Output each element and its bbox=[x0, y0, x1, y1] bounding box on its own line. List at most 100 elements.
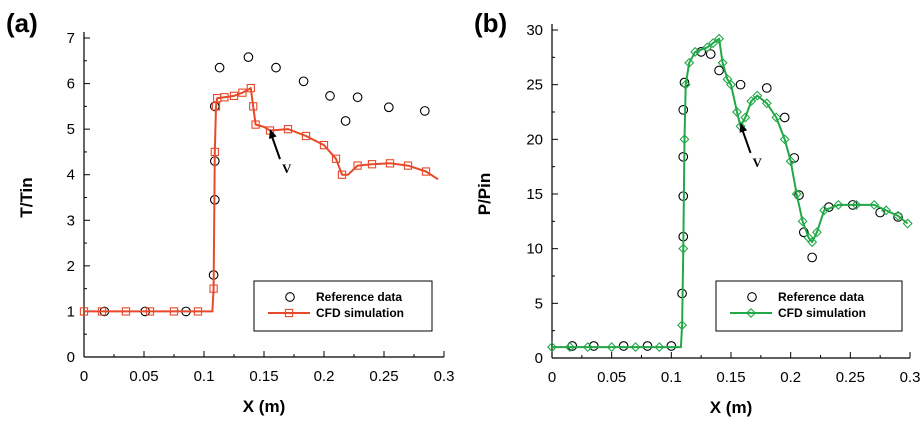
annotation-label: V bbox=[282, 161, 292, 176]
cfd-simulation-point bbox=[791, 189, 802, 199]
reference-data-point bbox=[419, 106, 430, 116]
x-tick-label: 0.15 bbox=[716, 369, 745, 386]
cfd-simulation-point bbox=[353, 161, 362, 170]
reference-data-point bbox=[666, 341, 677, 351]
cfd-simulation-point bbox=[582, 342, 593, 353]
cfd-simulation-point bbox=[251, 120, 260, 129]
cfd-simulation-point bbox=[220, 93, 229, 102]
cfd-simulation-point bbox=[79, 307, 89, 316]
cfd-simulation-point bbox=[726, 79, 736, 90]
cfd-simulation-point bbox=[331, 154, 341, 163]
cfd-simulation-point bbox=[869, 199, 880, 210]
reference-data-point bbox=[642, 341, 653, 351]
annotation-arrow: V bbox=[269, 129, 292, 176]
reference-data-point bbox=[271, 62, 281, 73]
x-tick-label: 0.1 bbox=[661, 369, 682, 386]
x-tick-label: 0.25 bbox=[836, 369, 865, 386]
reference-data-point bbox=[714, 65, 724, 76]
x-tick-label: 0.05 bbox=[129, 368, 158, 385]
reference-data-point bbox=[678, 104, 689, 115]
cfd-simulation-point bbox=[654, 342, 665, 353]
cfd-simulation-point bbox=[211, 102, 221, 111]
x-tick-label: 0.3 bbox=[900, 369, 921, 386]
x-tick-label: 0 bbox=[80, 368, 88, 385]
y-tick-label: 15 bbox=[526, 186, 543, 203]
reference-data-point bbox=[794, 190, 804, 200]
cfd-simulation-point bbox=[881, 205, 892, 216]
reference-data-point bbox=[807, 252, 817, 263]
arrow-head bbox=[739, 122, 748, 133]
cfd-simulation-point bbox=[606, 342, 617, 353]
y-tick-label: 0 bbox=[535, 350, 543, 367]
cfd-simulation-point bbox=[238, 88, 247, 97]
y-tick-label: 20 bbox=[526, 131, 543, 148]
cfd-simulation-point bbox=[385, 159, 395, 168]
cfd-simulation-point bbox=[679, 134, 690, 145]
x-tick-label: 0.1 bbox=[194, 368, 215, 385]
chart-panel-b: (b) 0 0.05 0.1 0.15 0.2 0.25 0.3 0 5 10 15 20 25 30 X (… bbox=[474, 8, 920, 417]
reference-data-point bbox=[798, 227, 809, 238]
cfd-simulation-point bbox=[209, 284, 218, 293]
cfd-simulation-series bbox=[79, 83, 439, 316]
y-axis-title: P/Pin bbox=[475, 173, 494, 216]
cfd-simulation-point bbox=[771, 112, 782, 123]
annotation-arrow: V bbox=[739, 122, 763, 170]
reference-data-point bbox=[214, 62, 225, 73]
cfd-simulation-point bbox=[761, 98, 772, 109]
arrow-head bbox=[269, 129, 277, 139]
cfd-simulation-point bbox=[893, 210, 904, 221]
legend-label-cfd: CFD simulation bbox=[778, 306, 866, 320]
cfd-simulation-point bbox=[319, 140, 329, 150]
cfd-simulation-point bbox=[547, 342, 557, 353]
x-axis-title: X (m) bbox=[710, 398, 753, 417]
reference-data-series bbox=[99, 52, 430, 317]
panel-label: (a) bbox=[6, 8, 38, 38]
legend-label-cfd: CFD simulation bbox=[316, 306, 404, 320]
y-tick-label: 3 bbox=[67, 212, 75, 229]
cfd-simulation-point bbox=[193, 307, 203, 316]
cfd-simulation-point bbox=[337, 170, 347, 179]
reference-data-point bbox=[678, 151, 689, 162]
legend-marker-reference bbox=[747, 292, 757, 302]
x-tick-label: 0.2 bbox=[314, 368, 335, 385]
y-tick-label: 6 bbox=[67, 76, 75, 93]
cfd-simulation-point bbox=[752, 90, 763, 101]
x-tick-label: 0 bbox=[548, 369, 556, 386]
x-tick-label: 0.15 bbox=[249, 368, 278, 385]
legend-label-reference: Reference data bbox=[316, 290, 402, 304]
legend-label-reference: Reference data bbox=[778, 290, 864, 304]
y-tick-label: 4 bbox=[67, 167, 75, 184]
y-tick-label: 2 bbox=[67, 258, 75, 275]
y-tick-label: 25 bbox=[526, 77, 543, 94]
reference-data-point bbox=[209, 101, 220, 112]
legend-marker-reference bbox=[285, 292, 295, 302]
cfd-simulation-point bbox=[145, 307, 155, 316]
reference-data-point bbox=[298, 76, 309, 87]
chart-panel-a: (a) 0 0.05 0.1 0.15 0.2 0.25 0.3 0 1 2 3 4 5 6 7 X (m) T/… bbox=[6, 8, 454, 416]
cfd-simulation-series bbox=[547, 33, 913, 353]
cfd-simulation-point bbox=[690, 46, 701, 57]
cfd-simulation-point bbox=[731, 107, 742, 117]
cfd-simulation-point bbox=[746, 96, 757, 107]
cfd-simulation-line bbox=[84, 87, 439, 313]
cfd-simulation-point bbox=[717, 57, 728, 68]
cfd-simulation-point bbox=[708, 38, 719, 49]
legend-marker-cfd bbox=[284, 308, 294, 318]
reference-data-point bbox=[618, 341, 629, 351]
cfd-simulation-point bbox=[564, 342, 575, 353]
legend-box bbox=[715, 280, 903, 332]
cfd-simulation-point bbox=[210, 147, 219, 157]
reference-data-point bbox=[893, 212, 903, 222]
y-tick-label: 7 bbox=[67, 30, 75, 47]
arrow-shaft bbox=[741, 128, 752, 154]
cfd-simulation-point bbox=[807, 237, 818, 248]
cfd-simulation-point bbox=[811, 227, 822, 238]
y-tick-label: 5 bbox=[67, 121, 75, 138]
cfd-simulation-point bbox=[740, 112, 751, 123]
cfd-simulation-point bbox=[779, 134, 790, 145]
cfd-simulation-point bbox=[702, 42, 713, 53]
cfd-simulation-point bbox=[819, 205, 830, 216]
x-tick-label: 0.25 bbox=[369, 368, 398, 385]
cfd-simulation-point bbox=[283, 124, 293, 134]
cfd-simulation-point bbox=[833, 199, 844, 210]
